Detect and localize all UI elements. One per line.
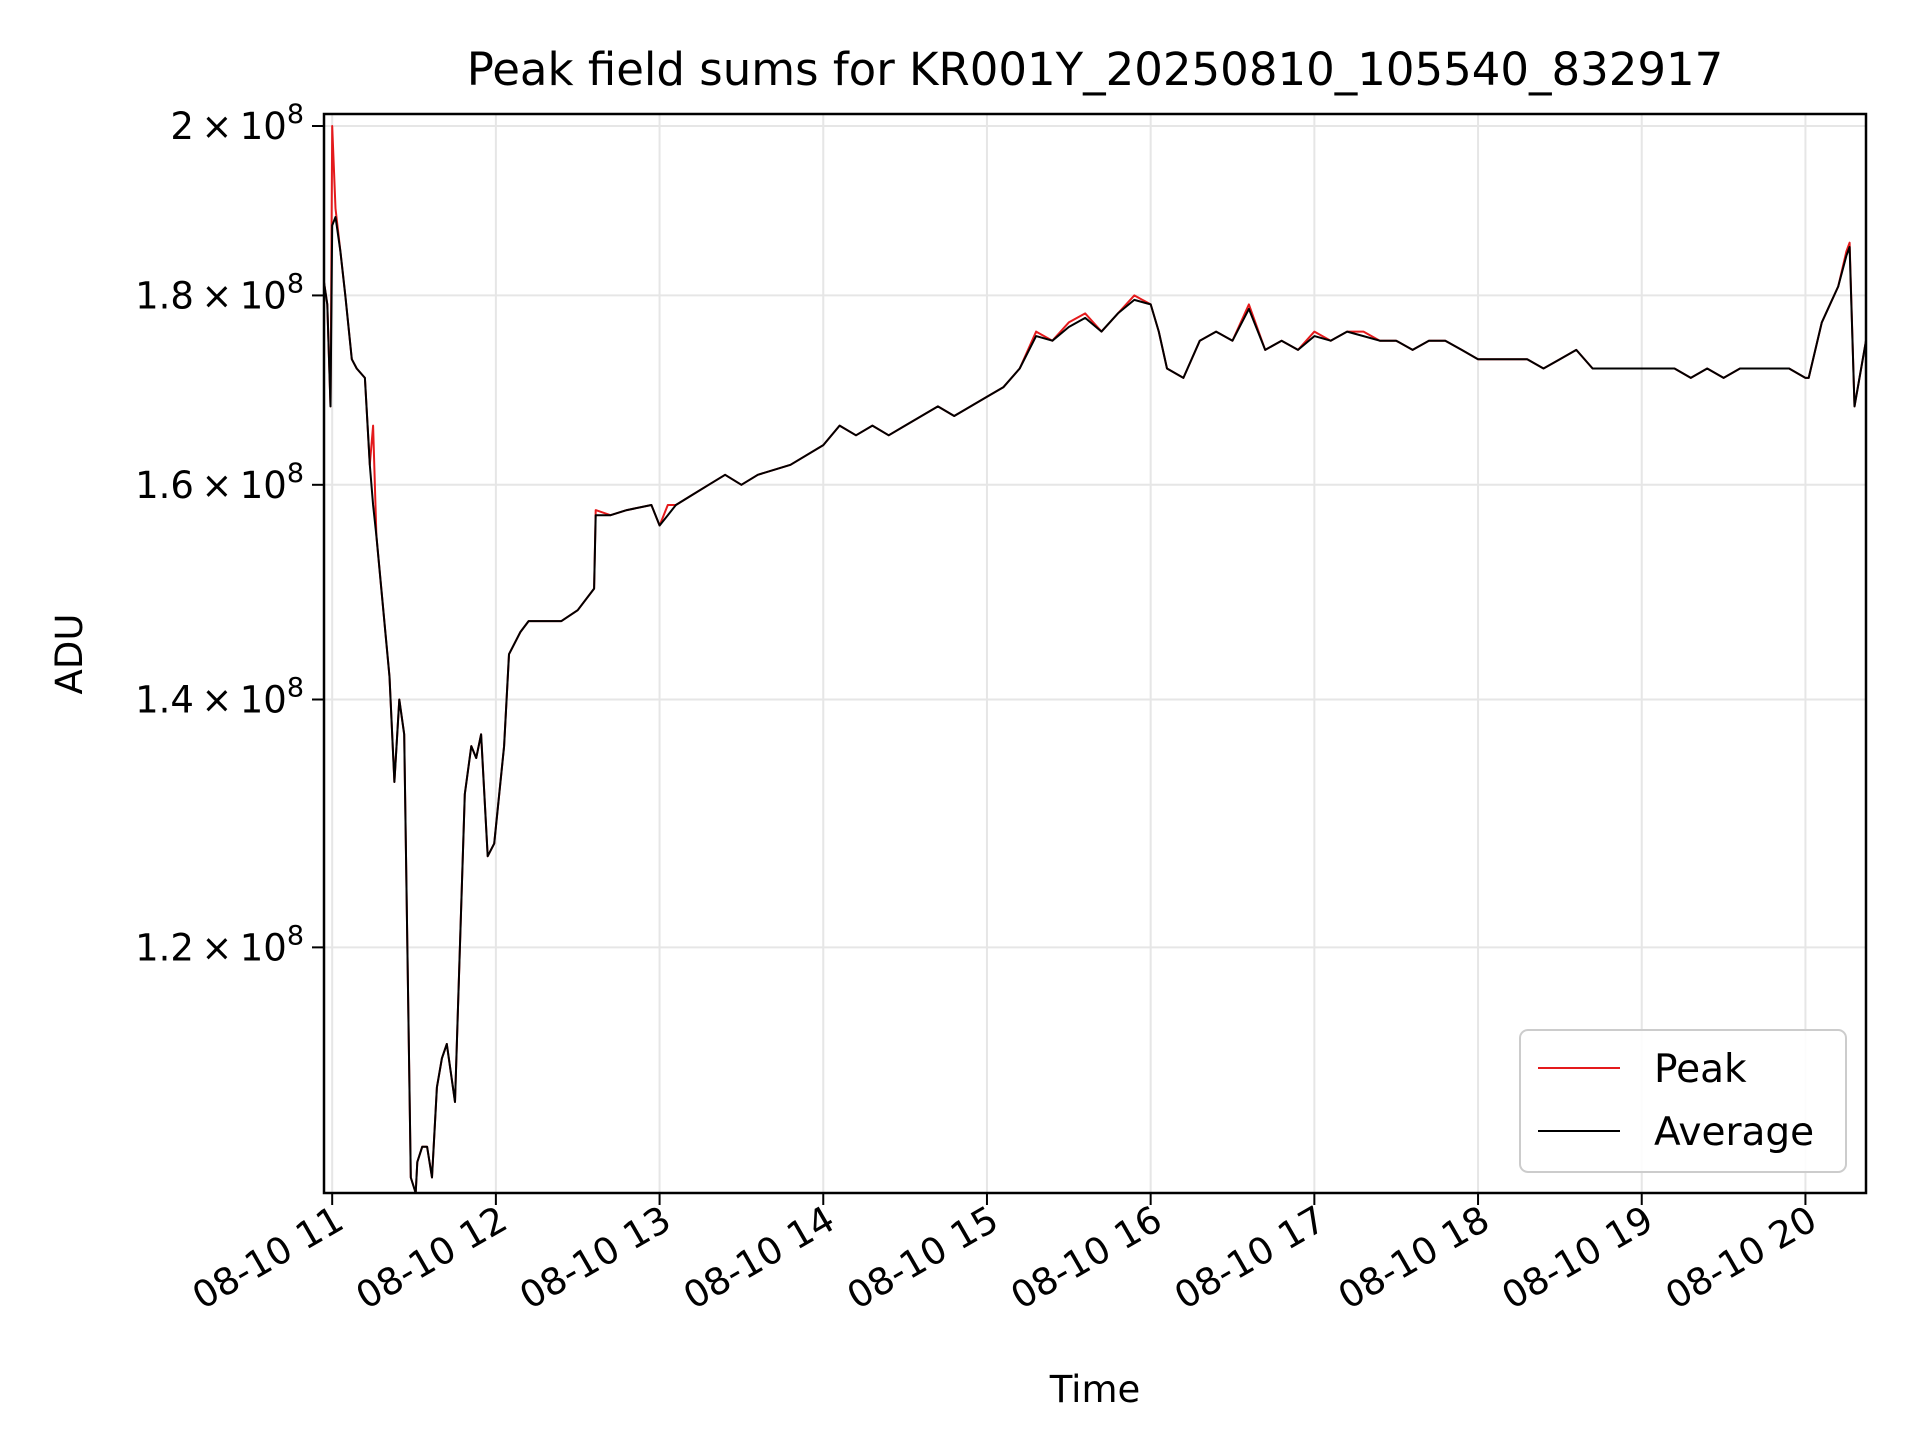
series-lines [324,125,1866,1193]
y-axis-ticks: 1.2 × 108 1.4 × 108 1.6 × 108 1.8 × 108 2 × … [135,99,324,969]
y-tick-label: 1.6 × 108 [135,458,304,507]
y-tick-label: 1.8 × 108 [135,268,304,317]
y-axis-label: ADU [48,614,91,695]
y-tick-label: 1.4 × 108 [135,673,304,722]
x-gridlines [331,114,1807,1193]
legend-label-peak: Peak [1654,1047,1747,1092]
x-axis-label: Time [1049,1368,1141,1411]
plot-area-frame [322,112,1868,1195]
y-gridlines [324,125,1866,949]
y-tick-label: 1.2 × 108 [135,920,304,969]
legend-box [1519,1029,1847,1173]
series-line-average [324,216,1866,1193]
legend: Peak Average [1519,1029,1847,1173]
y-tick-label: 2 × 108 [170,99,304,148]
legend-label-average: Average [1654,1110,1814,1155]
chart-title: Peak field sums for KR001Y_20250810_1055… [467,43,1724,96]
